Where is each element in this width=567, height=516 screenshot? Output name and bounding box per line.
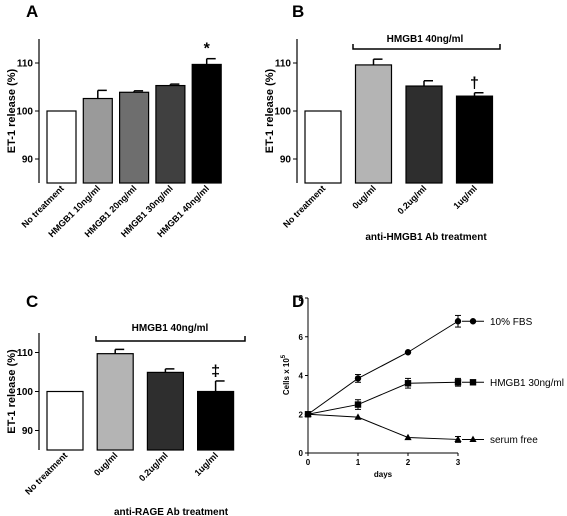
y-tick-label-a-90: 90	[22, 155, 34, 166]
y-axis-label-d-exp: 5	[281, 354, 287, 358]
y-tick-label-c-90: 90	[22, 426, 34, 437]
legend-marker-0	[469, 318, 477, 325]
category-label-c-0: No treatment	[23, 450, 69, 496]
marker-1-2	[404, 380, 412, 387]
panel-label-b: B	[292, 2, 304, 21]
marker-2-2	[404, 433, 412, 441]
legend-label-0: 10% FBS	[490, 317, 533, 328]
y-tick-label-d-6: 6	[299, 333, 304, 342]
y-tick-label-a-100: 100	[16, 107, 33, 118]
y-tick-label-b-100: 100	[274, 107, 291, 118]
x-tick-label-d-0: 0	[306, 458, 311, 467]
bar-c-0	[46, 390, 84, 451]
y-axis-label-b: ET-1 release (%)	[264, 68, 276, 153]
y-tick-label-d-4: 4	[299, 372, 304, 381]
bracket-label-c: HMGB1 40ng/ml	[132, 323, 209, 334]
bracket-b	[352, 44, 501, 50]
marker-1-3	[454, 379, 462, 386]
bar-b-3	[455, 95, 494, 184]
x-axis-label-d: days	[374, 470, 393, 479]
legend-marker-1	[469, 379, 477, 386]
marker-1-1	[354, 401, 362, 408]
xtitle-c: anti-RAGE Ab treatment	[114, 507, 229, 516]
x-tick-label-d-2: 2	[406, 458, 411, 467]
x-tick-label-d-3: 3	[456, 458, 461, 467]
marker-2-3	[454, 435, 462, 443]
bracket-label-b: HMGB1 40ng/ml	[387, 34, 464, 45]
bar-b-1	[354, 64, 393, 184]
series-line-2	[307, 413, 459, 440]
y-axis-label-c: ET-1 release (%)	[6, 349, 18, 434]
y-axis-label-a: ET-1 release (%)	[6, 68, 18, 153]
category-label-c-3: 1ug/ml	[192, 450, 220, 478]
y-tick-label-c-100: 100	[16, 387, 33, 398]
series-line-0	[307, 320, 459, 415]
bar-a-1	[82, 97, 113, 184]
bar-c-3	[197, 390, 235, 451]
bar-a-2	[118, 91, 150, 184]
y-tick-label-c-110: 110	[17, 348, 34, 359]
marker-2-1	[354, 413, 362, 420]
y-axis-label-d: Cells x 105	[281, 354, 291, 395]
xtitle-b: anti-HMGB1 Ab treatment	[365, 232, 487, 243]
category-label-b-3: 1ug/ml	[451, 183, 479, 211]
bar-c-2	[146, 371, 184, 451]
chart-d: 0 2 4 6 8 0 1 2 3 days Cells x 105 10% FBS HMGB1 30n…	[281, 294, 564, 479]
marker-0-1	[354, 375, 362, 382]
bar-c-1	[96, 353, 134, 451]
bar-a-3	[155, 84, 186, 184]
marker-0-3	[454, 318, 462, 325]
bar-a-0	[46, 110, 77, 184]
y-axis-label-d-base: Cells x 10	[282, 358, 291, 395]
y-tick-label-d-0: 0	[299, 449, 304, 458]
bar-b-2	[405, 85, 443, 184]
category-label-b-2: 0.2ug/ml	[396, 183, 429, 216]
category-label-b-0: No treatment	[281, 183, 327, 229]
y-tick-label-d-2: 2	[299, 410, 304, 419]
panel-label-d: D	[292, 292, 304, 311]
series-line-1	[307, 381, 459, 415]
significance-mark-b: †	[470, 75, 479, 92]
marker-2-0	[304, 410, 312, 417]
legend-label-2: serum free	[490, 435, 538, 446]
marker-0-2	[404, 349, 412, 356]
category-label-b-1: 0ug/ml	[350, 183, 378, 211]
category-label-c-2: 0.2ug/ml	[137, 450, 170, 483]
x-tick-label-d-1: 1	[356, 458, 361, 467]
panel-label-c: C	[26, 292, 38, 311]
significance-mark-a: *	[204, 41, 211, 58]
bar-b-0	[304, 110, 342, 184]
legend-marker-2	[469, 435, 477, 443]
bracket-c	[95, 336, 246, 342]
y-tick-label-a-110: 110	[17, 59, 34, 70]
y-tick-label-b-110: 110	[275, 59, 292, 70]
category-label-c-1: 0ug/ml	[92, 450, 120, 478]
significance-mark-c: ‡	[211, 363, 220, 380]
y-tick-label-b-90: 90	[280, 155, 292, 166]
y-tick-label-d-8: 8	[299, 294, 304, 303]
panel-label-a: A	[26, 2, 38, 21]
bar-a-4	[191, 63, 222, 184]
legend-label-1: HMGB1 30ng/ml	[490, 378, 564, 389]
